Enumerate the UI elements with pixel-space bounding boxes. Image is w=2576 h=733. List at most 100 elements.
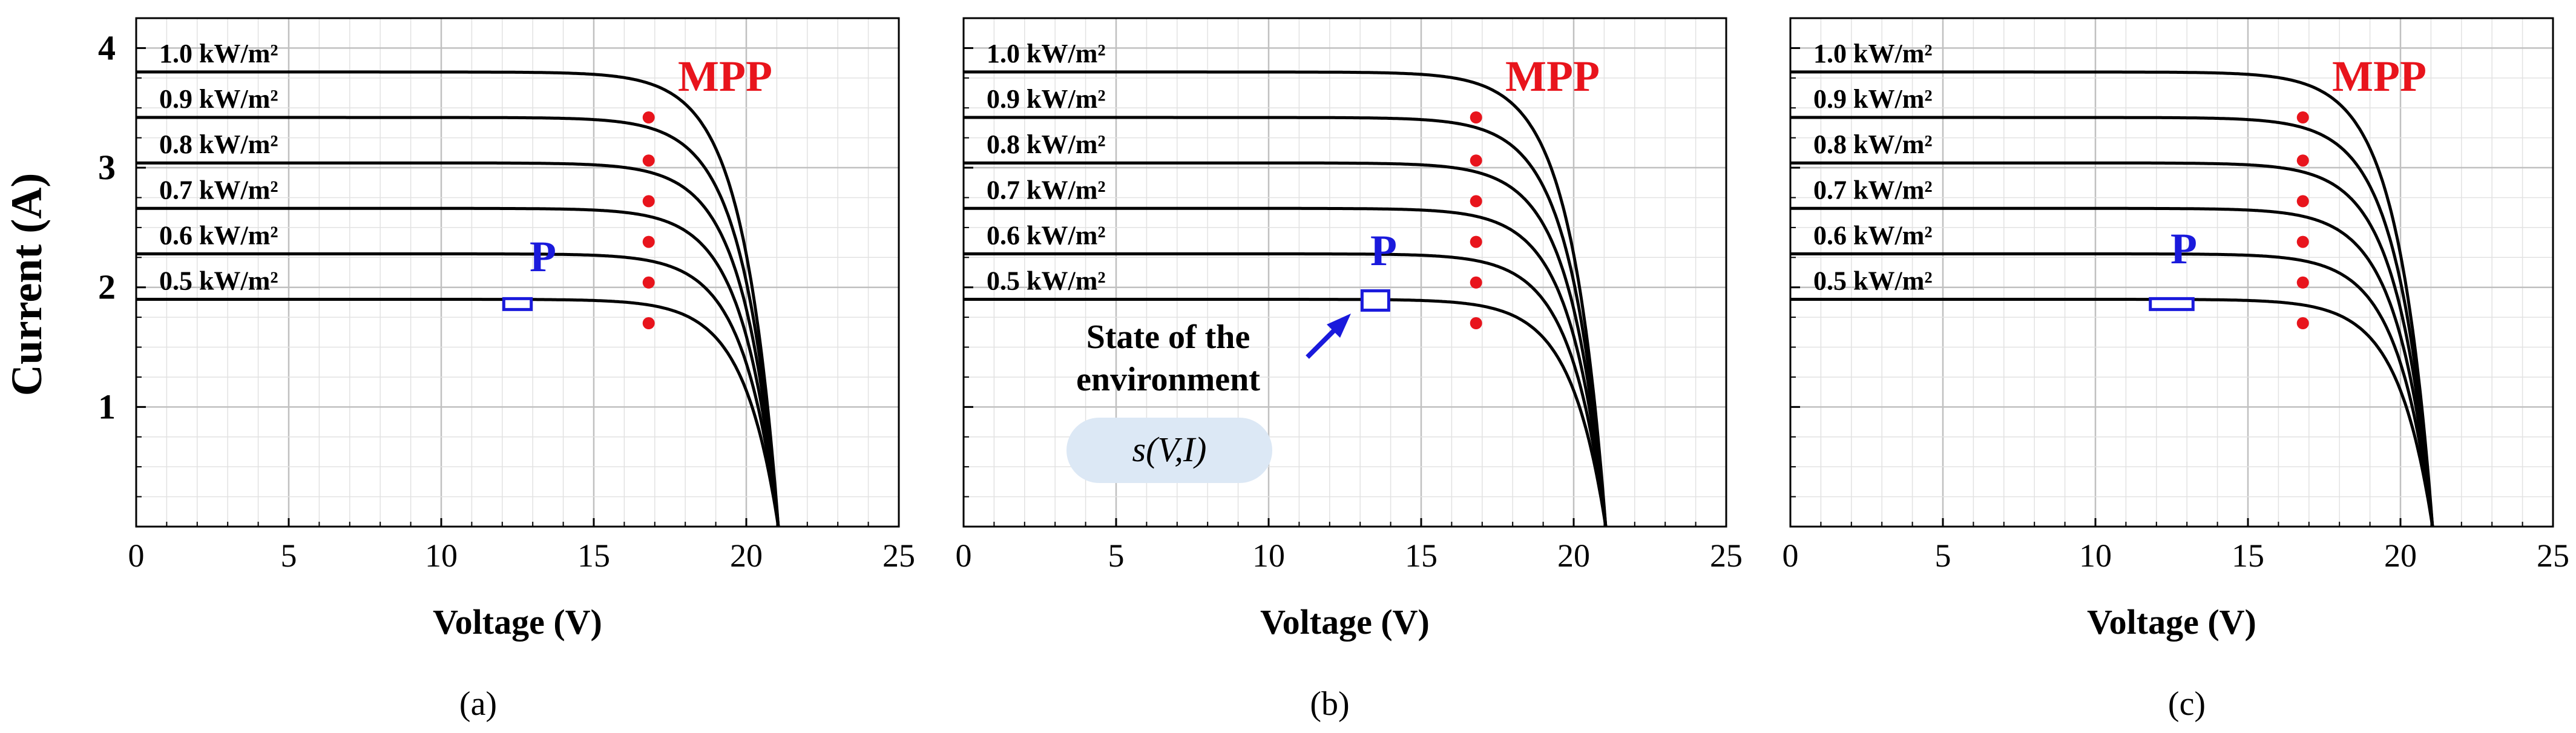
- irradiance-label: 0.5 kW/m²: [1813, 266, 1933, 295]
- mpp-label: MPP: [1505, 52, 1600, 100]
- annotation-line-1: State of the: [1086, 318, 1250, 356]
- curves: [1790, 70, 2434, 527]
- state-bubble: [1066, 418, 1272, 483]
- irradiance-label: 1.0 kW/m²: [987, 39, 1106, 68]
- irradiance-label: 0.7 kW/m²: [987, 175, 1106, 205]
- mpp-point: [642, 276, 655, 289]
- panel-c: 0 5 10 15 20 25 1.0 kW/m² 0.9 kW/m² 0.8 kW/m² 0.…: [1782, 17, 2569, 723]
- mpp-markers: [642, 111, 655, 329]
- iv-curve: [136, 298, 780, 527]
- x-tick-label: 15: [2232, 537, 2264, 574]
- x-tick-label: 25: [1710, 537, 1743, 574]
- operating-point-box: [2149, 297, 2195, 311]
- x-tick-label: 5: [1108, 537, 1125, 574]
- plot-frame: [962, 17, 1727, 528]
- x-tick-label: 20: [1557, 537, 1590, 574]
- irradiance-label: 1.0 kW/m²: [1813, 39, 1933, 68]
- state-formula: s(V,I): [1132, 430, 1207, 469]
- curves: [964, 70, 1608, 527]
- iv-curve: [136, 70, 780, 527]
- mpp-point: [1470, 317, 1482, 329]
- mpp-point: [642, 235, 655, 248]
- panel-caption: (a): [459, 685, 497, 723]
- iv-curve: [964, 252, 1608, 527]
- irradiance-label: 0.5 kW/m²: [987, 266, 1106, 295]
- mpp-point: [642, 111, 655, 124]
- irradiance-label: 0.6 kW/m²: [987, 220, 1106, 250]
- irradiance-label: 0.7 kW/m²: [1813, 175, 1933, 205]
- panel-a: 0 5 10 15 20 25 1 2 3 4 1.0 kW/m² 0.9 kW/m² 0.8 kW…: [98, 17, 915, 723]
- irradiance-label: 1.0 kW/m²: [159, 39, 278, 68]
- plot-frame: [135, 17, 900, 528]
- x-axis-label: Voltage (V): [1260, 602, 1430, 642]
- panel-b: 0 5 10 15 20 25 1.0 kW/m² 0.9 kW/m² 0.8 kW/m² 0.…: [956, 17, 1743, 723]
- x-tick-label: 10: [1252, 537, 1285, 574]
- y-tick-label: 3: [98, 148, 116, 187]
- mpp-point: [1470, 154, 1482, 167]
- irradiance-label: 0.9 kW/m²: [159, 84, 278, 114]
- iv-curve: [136, 116, 780, 527]
- mpp-point: [1470, 111, 1482, 124]
- x-ticks: 0 5 10 15 20 25: [128, 518, 915, 574]
- iv-curve: [964, 161, 1608, 527]
- mpp-point: [2296, 235, 2309, 248]
- x-ticks: 0 5 10 15 20 25: [956, 518, 1743, 574]
- x-tick-label: 0: [128, 537, 145, 574]
- mpp-point: [1470, 195, 1482, 208]
- iv-curve: [1790, 116, 2434, 527]
- mpp-label: MPP: [2332, 52, 2426, 100]
- x-tick-label: 10: [2079, 537, 2112, 574]
- annotation-line-2: environment: [1076, 361, 1260, 398]
- irradiance-label: 0.9 kW/m²: [1813, 84, 1933, 114]
- irradiance-label: 0.7 kW/m²: [159, 175, 278, 205]
- legend-labels: 1.0 kW/m² 0.9 kW/m² 0.8 kW/m² 0.7 kW/m² 0.6 …: [1813, 39, 1933, 296]
- mpp-point: [2296, 195, 2309, 208]
- mpp-point: [2296, 317, 2309, 329]
- operating-point-box: [1360, 289, 1390, 312]
- irradiance-label: 0.6 kW/m²: [159, 220, 278, 250]
- operating-point-box: [502, 297, 533, 311]
- y-ticks: 1 2 3 4: [98, 18, 146, 498]
- irradiance-label: 0.9 kW/m²: [987, 84, 1106, 114]
- iv-curve: [1790, 206, 2434, 527]
- irradiance-label: 0.8 kW/m²: [1813, 130, 1933, 159]
- mpp-point: [2296, 276, 2309, 289]
- x-tick-label: 20: [2384, 537, 2417, 574]
- mpp-markers: [2296, 111, 2309, 329]
- mpp-point: [642, 317, 655, 329]
- iv-curve: [136, 161, 780, 527]
- irradiance-label: 0.5 kW/m²: [159, 266, 278, 295]
- mpp-point: [642, 195, 655, 208]
- iv-curve: [136, 206, 780, 527]
- iv-curve: [964, 206, 1608, 527]
- x-tick-label: 25: [2537, 537, 2569, 574]
- y-tick-label: 2: [98, 268, 116, 307]
- point-label: P: [2170, 225, 2197, 273]
- irradiance-label: 0.6 kW/m²: [1813, 220, 1933, 250]
- mpp-point: [2296, 111, 2309, 124]
- operating-point: [2149, 297, 2195, 311]
- iv-curve: [1790, 252, 2434, 527]
- x-ticks: 0 5 10 15 20 25: [1782, 518, 2569, 574]
- iv-curve: [136, 252, 780, 527]
- plot-frame: [1789, 17, 2554, 528]
- irradiance-label: 0.8 kW/m²: [159, 130, 278, 159]
- annotation-arrow-head: [1327, 314, 1351, 338]
- y-ticks: [964, 18, 973, 498]
- panel-caption: (b): [1310, 685, 1349, 723]
- y-tick-label: 1: [98, 387, 116, 426]
- x-tick-label: 15: [1405, 537, 1438, 574]
- grid: [962, 18, 1727, 528]
- legend-labels: 1.0 kW/m² 0.9 kW/m² 0.8 kW/m² 0.7 kW/m² 0.6 …: [159, 39, 278, 296]
- mpp-markers: [1470, 111, 1482, 329]
- iv-curve: [964, 298, 1608, 527]
- legend-labels: 1.0 kW/m² 0.9 kW/m² 0.8 kW/m² 0.7 kW/m² 0.6 …: [987, 39, 1106, 296]
- y-tick-label: 4: [98, 28, 116, 67]
- panel-caption: (c): [2168, 685, 2206, 723]
- y-ticks: [1790, 18, 1800, 498]
- iv-curve: [964, 116, 1608, 527]
- iv-curve: [1790, 298, 2434, 527]
- mpp-point: [642, 154, 655, 167]
- x-tick-label: 5: [281, 537, 297, 574]
